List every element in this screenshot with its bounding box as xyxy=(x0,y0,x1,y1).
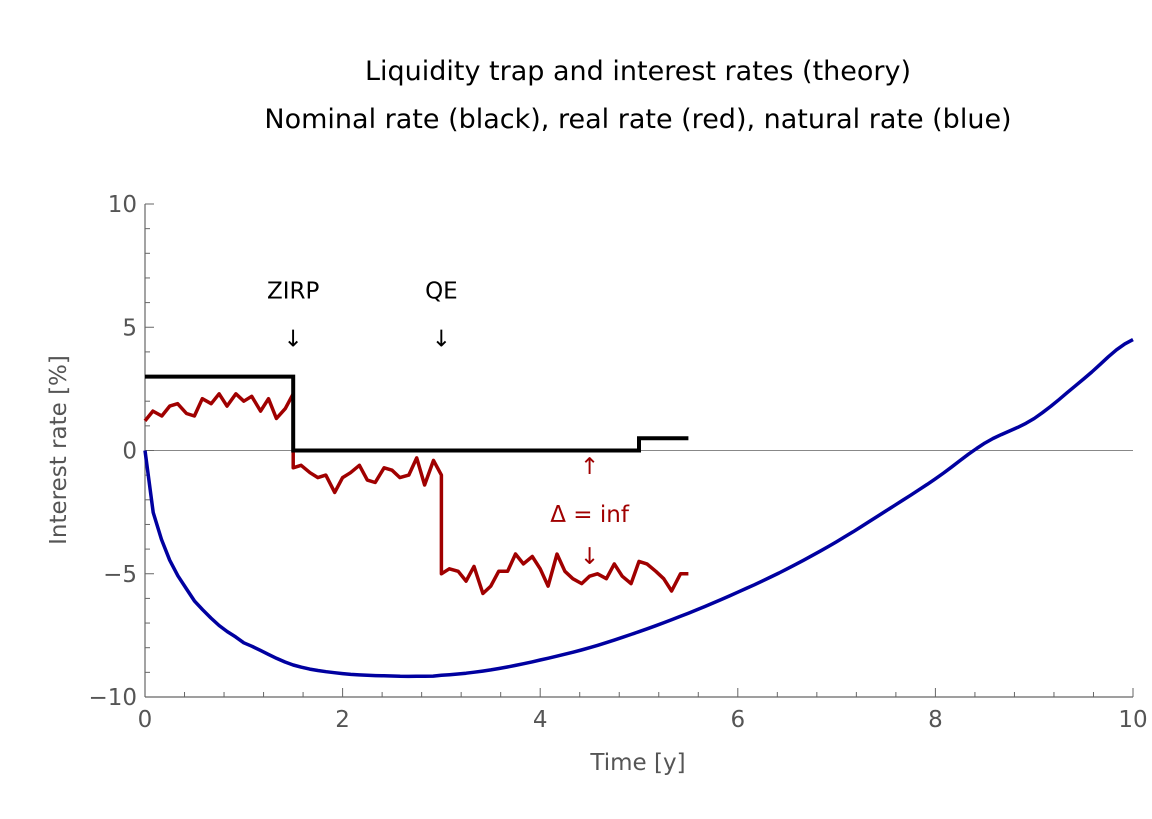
up-arrow-icon: ↑ xyxy=(580,454,599,480)
annotation-label: QE xyxy=(425,278,458,304)
plot-area xyxy=(143,338,1134,679)
x-axis-label: Time [y] xyxy=(589,750,685,776)
x-tick-label: 0 xyxy=(138,707,153,733)
down-arrow-icon: ↓ xyxy=(580,544,599,570)
y-tick-label: 10 xyxy=(108,192,137,218)
down-arrow-icon: ↓ xyxy=(284,326,303,352)
annotation-delta-label: Δ = inf xyxy=(550,502,630,528)
annotations: ZIRP ↓ QE ↓ ↑ Δ = inf ↓ xyxy=(267,278,630,570)
axes: 0 2 4 6 8 10 −10 −5 0 5 10 xyxy=(88,192,1147,733)
x-tick-label: 2 xyxy=(335,707,350,733)
y-tick-label: −10 xyxy=(88,685,137,711)
series-natural-rate xyxy=(143,338,1134,679)
y-tick-label: 0 xyxy=(122,439,137,465)
chart-title: Liquidity trap and interest rates (theor… xyxy=(365,56,911,87)
x-tick-label: 10 xyxy=(1118,707,1147,733)
series-real-rate xyxy=(143,392,689,596)
x-tick-label: 4 xyxy=(533,707,548,733)
y-tick-label: 5 xyxy=(122,315,137,341)
y-axis-label: Interest rate [%] xyxy=(46,355,72,545)
chart-subtitle: Nominal rate (black), real rate (red), n… xyxy=(264,104,1011,135)
series-nominal-rate xyxy=(145,374,689,453)
y-tick-label: −5 xyxy=(103,562,137,588)
annotation-label: ZIRP xyxy=(267,278,320,304)
x-tick-label: 6 xyxy=(730,707,745,733)
x-tick-label: 8 xyxy=(928,707,943,733)
down-arrow-icon: ↓ xyxy=(432,326,451,352)
